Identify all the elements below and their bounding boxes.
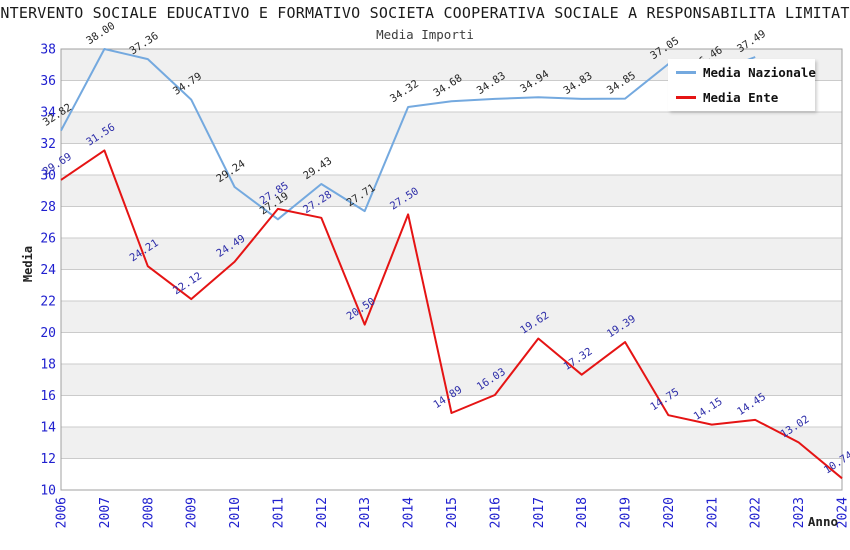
y-tick-label: 38: [40, 43, 56, 58]
point-label: 34.32: [388, 78, 421, 105]
series-line-1: [60, 149, 843, 480]
legend-item-media-nazionale: Media Nazionale: [668, 60, 816, 84]
y-tick-label: 12: [40, 452, 56, 467]
y-tick-label: 34: [40, 106, 56, 121]
media-ente-line-swatch: [676, 96, 696, 100]
point-label: 38.00: [84, 20, 117, 47]
x-tick-label: 2021: [705, 497, 720, 528]
x-tick-label: 2022: [749, 497, 764, 528]
chart-title: INTERVENTO SOCIALE EDUCATIVO E FORMATIVO…: [0, 4, 850, 22]
x-axis-title: Anno: [807, 514, 838, 529]
legend-label-media-ente: Media Ente: [703, 90, 779, 106]
band: [61, 301, 842, 333]
x-tick-label: 2023: [792, 497, 807, 528]
y-tick-label: 20: [40, 326, 56, 341]
media-nazionale-line-swatch: [676, 70, 696, 74]
y-tick-label: 24: [40, 263, 56, 278]
legend-label-media-nazionale: Media Nazionale: [703, 64, 816, 80]
y-tick-label: 26: [40, 232, 56, 247]
band: [61, 364, 842, 396]
band: [61, 175, 842, 207]
x-tick-label: 2013: [358, 497, 373, 528]
band: [61, 238, 842, 270]
y-tick-label: 14: [40, 421, 56, 436]
legend: Media Nazionale Media Ente: [668, 59, 816, 111]
x-tick-label: 2007: [98, 497, 113, 528]
y-tick-label: 28: [40, 200, 56, 215]
x-tick-label: 2018: [575, 497, 590, 528]
y-tick-label: 36: [40, 74, 56, 89]
series-line-0: [60, 48, 756, 221]
x-tick-label: 2006: [55, 497, 70, 528]
band: [61, 427, 842, 459]
y-axis-title: Media: [21, 245, 35, 283]
y-tick-label: 16: [40, 389, 56, 404]
x-tick-label: 2008: [141, 497, 156, 528]
x-tick-label: 2015: [445, 497, 460, 528]
y-tick-label: 18: [40, 358, 56, 373]
chart-subtitle: Media Importi: [376, 27, 474, 42]
plot-border: [60, 48, 843, 491]
x-tick-label: 2019: [619, 497, 634, 528]
y-tick-label: 32: [40, 137, 56, 152]
point-label: 14.15: [692, 395, 725, 422]
y-tick-label: 30: [40, 169, 56, 184]
x-tick-label: 2016: [488, 497, 503, 528]
x-tick-label: 2009: [185, 497, 200, 528]
band: [61, 112, 842, 144]
x-tick-label: 2014: [402, 497, 417, 528]
x-tick-label: 2017: [532, 497, 547, 528]
y-tick-label: 10: [40, 484, 56, 499]
x-tick-label: 2012: [315, 497, 330, 528]
y-tick-label: 22: [40, 295, 56, 310]
legend-item-media-ente: Media Ente: [668, 86, 815, 110]
x-tick-label: 2020: [662, 497, 677, 528]
x-tick-label: 2011: [271, 497, 286, 528]
x-tick-label: 2010: [228, 497, 243, 528]
x-tick-label: 2024: [836, 497, 850, 528]
